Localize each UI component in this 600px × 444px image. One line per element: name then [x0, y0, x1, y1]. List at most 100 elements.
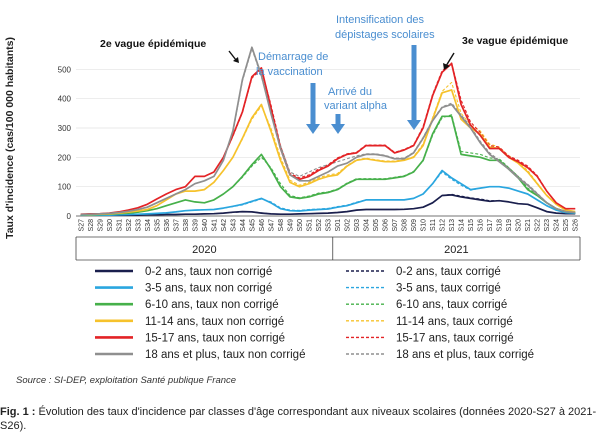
legend-label: 0-2 ans, taux corrigé: [396, 266, 501, 278]
legend-label: 15-17 ans, taux non corrigé: [145, 332, 285, 344]
annotation-variant-alpha: Arrivé du: [328, 86, 372, 98]
x-tick-label: S14: [459, 219, 466, 232]
legend-label: 6-10 ans, taux corrigé: [396, 299, 507, 311]
x-tick-label: S21: [525, 219, 532, 232]
legend-label: 11-14 ans, taux corrigé: [396, 316, 513, 328]
annotation-depistages: Intensification des: [336, 14, 425, 26]
annotation-depistages-line2: dépistages scolaires: [335, 29, 435, 41]
x-tick-label: S23: [544, 219, 551, 232]
annotation-variant-alpha-line2: variant alpha: [324, 100, 388, 112]
x-tick-label: S48: [278, 219, 285, 232]
x-tick-label: S51: [306, 219, 313, 232]
y-tick-label: 100: [58, 183, 72, 192]
x-tick-label: S16: [478, 219, 485, 232]
x-tick-label: S39: [192, 219, 199, 232]
y-axis-title: Taux d'incidence (cas/100 000 habitants): [4, 37, 16, 239]
x-tick-label: S22: [535, 219, 542, 232]
x-tick-label: S47: [268, 219, 275, 232]
x-tick-label: S01: [335, 219, 342, 232]
series-line-11-14-ans-taux-non-corrige: [80, 89, 576, 216]
x-tick-label: S15: [468, 219, 475, 232]
x-tick-label: S43: [230, 219, 237, 232]
x-tick-label: S50: [297, 219, 304, 232]
y-tick-label: 0: [67, 212, 72, 221]
x-tick-label: S19: [506, 219, 513, 232]
figure-caption-text: Évolution des taux d'incidence par class…: [0, 406, 597, 432]
legend-label: 11-14 ans, taux non corrigé: [145, 316, 284, 328]
x-tick-label: S45: [249, 219, 256, 232]
x-tick-label: S05: [373, 219, 380, 232]
legend-label: 6-10 ans, taux non corrigé: [145, 299, 279, 311]
x-tick-label: S32: [126, 219, 133, 232]
x-tick-label: S52: [316, 219, 323, 232]
x-tick-label: S06: [383, 219, 390, 232]
annotation-3e-vague-arrow: [445, 52, 455, 67]
x-tick-label: S20: [516, 219, 523, 232]
x-tick-label: S30: [107, 219, 114, 232]
x-tick-label: S17: [487, 219, 494, 232]
figure-label: Fig. 1 :: [0, 406, 36, 418]
series-line-11-14-ans-taux-corrige: [80, 81, 576, 216]
y-tick-label: 500: [58, 65, 72, 74]
x-tick-label: S03: [354, 219, 361, 232]
series-line-0-2-ans-taux-non-corrige: [80, 194, 576, 216]
annotation-depistages-arrowhead: [407, 120, 421, 130]
x-tick-label: S35: [154, 219, 161, 232]
series-line-18-ans-et-plus-taux-non-corrige: [80, 46, 576, 216]
x-tick-label: S27: [78, 219, 85, 232]
x-tick-label: S41: [211, 219, 218, 232]
x-tick-label: S02: [345, 219, 352, 232]
x-tick-label: S04: [364, 219, 371, 232]
legend-label: 3-5 ans, taux corrigé: [396, 283, 501, 295]
x-tick-label: S46: [259, 219, 266, 232]
series-line-0-2-ans-taux-corrige: [80, 193, 576, 216]
x-tick-label: S31: [116, 219, 123, 232]
x-tick-label: S13: [449, 219, 456, 232]
x-tick-label: S10: [421, 219, 428, 232]
x-tick-label: S38: [183, 219, 190, 232]
series-line-3-5-ans-taux-non-corrige: [80, 169, 576, 216]
annotation-vaccination: Démarrage de: [258, 51, 328, 63]
legend-label: 0-2 ans, taux non corrigé: [145, 266, 272, 278]
x-tick-label: S34: [145, 219, 152, 232]
x-tick-label: S49: [287, 219, 294, 232]
legend-label: 18 ans et plus, taux non corrigé: [145, 349, 305, 361]
x-tick-label: S53: [326, 219, 333, 232]
x-tick-label: S42: [221, 219, 228, 232]
x-tick-label: S36: [164, 219, 171, 232]
source-note: Source : SI-DEP, exploitation Santé publ…: [16, 375, 237, 386]
x-tick-label: S09: [411, 219, 418, 232]
x-tick-label: S08: [402, 219, 409, 232]
x-tick-label: S26: [573, 219, 580, 232]
legend-label: 15-17 ans, taux corrigé: [396, 332, 514, 344]
figure-caption: Fig. 1 : Évolution des taux d'incidence …: [0, 405, 598, 433]
x-tick-label: S24: [554, 219, 561, 232]
y-tick-label: 200: [58, 153, 72, 162]
x-tick-label: S12: [440, 219, 447, 232]
x-tick-label: S44: [240, 219, 247, 232]
x-tick-label: S40: [202, 219, 209, 232]
x-tick-label: S18: [497, 219, 504, 232]
year-label: 2021: [444, 244, 468, 256]
y-tick-label: 400: [58, 95, 72, 104]
x-tick-label: S33: [135, 219, 142, 232]
series-line-6-10-ans-taux-non-corrige: [80, 115, 576, 216]
annotation-2e-vague: 2e vague épidémique: [100, 38, 206, 50]
annotation-3e-vague: 3e vague épidémique: [462, 35, 568, 47]
y-tick-label: 300: [58, 124, 72, 133]
x-tick-label: S11: [430, 219, 437, 231]
x-tick-label: S37: [173, 219, 180, 232]
annotation-variant-alpha-arrowhead: [331, 124, 345, 134]
annotation-2e-vague-arrowhead: [233, 57, 239, 63]
annotation-3e-vague-arrowhead: [443, 63, 450, 70]
x-tick-label: S07: [392, 219, 399, 232]
annotation-2e-vague-arrow: [228, 50, 237, 61]
series-line-15-17-ans-taux-non-corrige: [80, 62, 576, 216]
legend-label: 3-5 ans, taux non corrigé: [145, 283, 272, 295]
legend-label: 18 ans et plus, taux corrigé: [396, 349, 534, 361]
year-label: 2020: [192, 244, 216, 256]
incidence-chart: Taux d'incidence (cas/100 000 habitants)…: [4, 14, 581, 361]
x-tick-label: S25: [563, 219, 570, 232]
x-tick-label: S29: [97, 219, 104, 232]
annotation-vaccination-arrowhead: [306, 124, 320, 134]
